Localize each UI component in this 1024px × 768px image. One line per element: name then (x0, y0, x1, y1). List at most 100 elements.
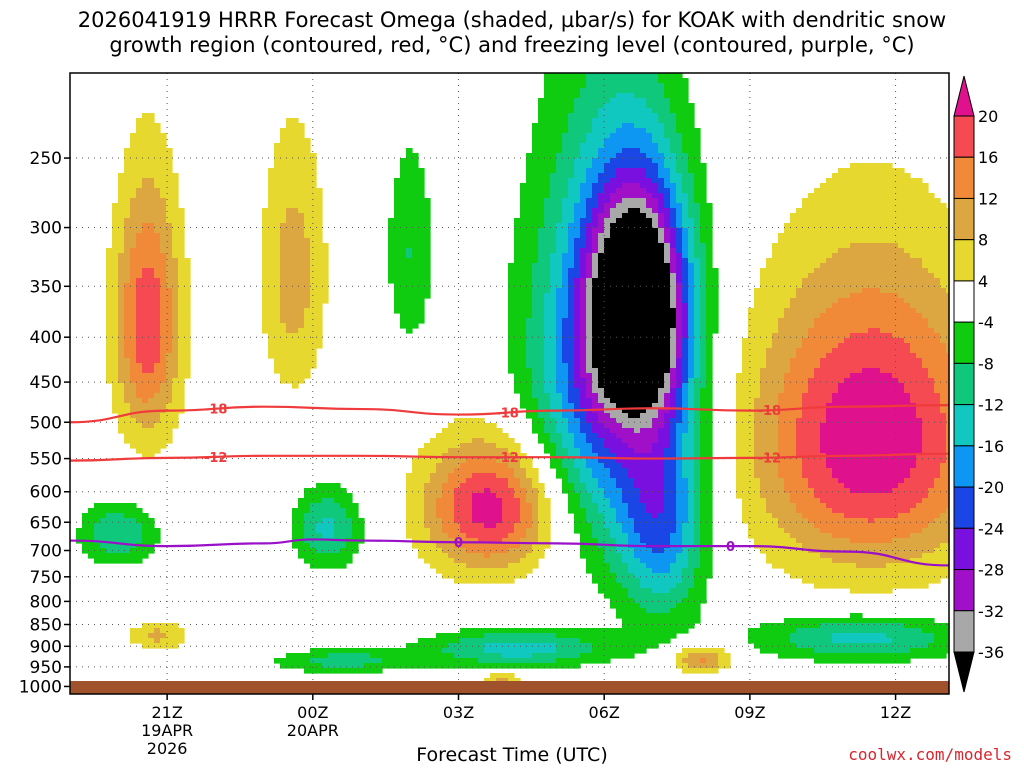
omega-cell (862, 348, 869, 354)
omega-cell (676, 353, 683, 359)
omega-cell (418, 258, 425, 264)
omega-cell (826, 318, 833, 324)
omega-cell (634, 143, 641, 149)
omega-cell (676, 393, 683, 399)
omega-cell (940, 303, 947, 309)
omega-cell (292, 363, 299, 369)
omega-cell (892, 268, 899, 274)
omega-cell (910, 263, 917, 269)
omega-cell (574, 283, 581, 289)
omega-cell (586, 273, 593, 279)
omega-cell (634, 318, 641, 324)
omega-cell (538, 318, 545, 324)
omega-cell (178, 358, 185, 364)
omega-cell (112, 223, 119, 229)
omega-cell (790, 398, 797, 404)
omega-cell (640, 378, 647, 384)
omega-cell (622, 193, 629, 199)
omega-cell (616, 148, 623, 154)
omega-cell (754, 378, 761, 384)
omega-cell (124, 268, 131, 274)
omega-cell (826, 238, 833, 244)
omega-cell (544, 398, 551, 404)
omega-cell (112, 308, 119, 314)
omega-cell (598, 253, 605, 259)
omega-cell (580, 213, 587, 219)
omega-cell (280, 183, 287, 189)
omega-cell (766, 368, 773, 374)
omega-cell (826, 258, 833, 264)
omega-cell (184, 298, 191, 304)
omega-cell (142, 128, 149, 134)
omega-cell (862, 363, 869, 369)
omega-cell (712, 288, 719, 294)
omega-cell (550, 413, 557, 419)
omega-cell (148, 353, 155, 359)
omega-cell (568, 313, 575, 319)
omega-cell (532, 183, 539, 189)
omega-cell (142, 198, 149, 204)
omega-cell (754, 308, 761, 314)
omega-cell (508, 333, 515, 339)
omega-cell (778, 373, 785, 379)
omega-cell (556, 358, 563, 364)
omega-cell (874, 178, 881, 184)
omega-cell (646, 413, 653, 419)
omega-cell (850, 293, 857, 299)
omega-cell (850, 338, 857, 344)
omega-cell (292, 208, 299, 214)
omega-cell (286, 368, 293, 374)
omega-cell (814, 363, 821, 369)
omega-cell (106, 333, 113, 339)
omega-cell (946, 278, 950, 284)
omega-cell (808, 408, 815, 414)
omega-cell (844, 273, 851, 279)
omega-cell (298, 323, 305, 329)
omega-cell (916, 183, 923, 189)
omega-cell (514, 348, 521, 354)
omega-cell (826, 278, 833, 284)
omega-cell (808, 353, 815, 359)
omega-cell (508, 263, 515, 269)
omega-cell (322, 253, 329, 259)
omega-cell (868, 213, 875, 219)
omega-cell (898, 218, 905, 224)
omega-cell (286, 223, 293, 229)
omega-cell (820, 333, 827, 339)
omega-cell (868, 173, 875, 179)
omega-cell (634, 408, 641, 414)
omega-cell (802, 248, 809, 254)
omega-cell (586, 398, 593, 404)
omega-cell (694, 218, 701, 224)
omega-cell (700, 378, 707, 384)
omega-cell (682, 283, 689, 289)
omega-cell (304, 208, 311, 214)
omega-cell (640, 103, 647, 109)
omega-cell (268, 353, 275, 359)
omega-cell (778, 398, 785, 404)
omega-cell (286, 208, 293, 214)
omega-cell (658, 303, 665, 309)
omega-cell (514, 298, 521, 304)
omega-cell (682, 268, 689, 274)
omega-cell (664, 228, 671, 234)
omega-cell (388, 258, 395, 264)
omega-cell (418, 303, 425, 309)
omega-cell (592, 373, 599, 379)
omega-cell (880, 333, 887, 339)
omega-cell (556, 283, 563, 289)
omega-cell (394, 303, 401, 309)
omega-cell (130, 168, 137, 174)
omega-cell (304, 253, 311, 259)
omega-cell (622, 328, 629, 334)
omega-cell (772, 338, 779, 344)
omega-cell (172, 258, 179, 264)
omega-cell (514, 263, 521, 269)
omega-cell (826, 303, 833, 309)
omega-cell (262, 253, 269, 259)
omega-cell (880, 278, 887, 284)
omega-cell (532, 178, 539, 184)
omega-cell (562, 253, 569, 259)
omega-cell (640, 288, 647, 294)
omega-cell (268, 248, 275, 254)
